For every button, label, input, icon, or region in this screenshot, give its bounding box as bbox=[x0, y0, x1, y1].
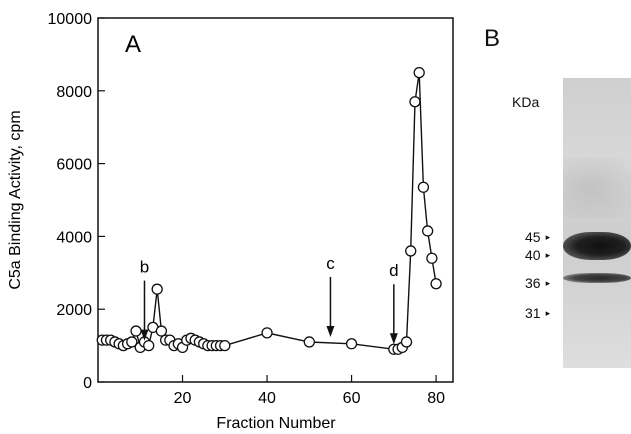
kda-label: KDa bbox=[512, 94, 539, 110]
marker-36-arrow-icon: ▸ bbox=[546, 278, 551, 289]
y-tick-label: 0 bbox=[83, 375, 92, 392]
data-point bbox=[144, 341, 154, 351]
data-point bbox=[347, 339, 357, 349]
marker-31-arrow-icon: ▸ bbox=[546, 308, 551, 319]
y-tick-label: 8000 bbox=[56, 84, 92, 101]
data-point bbox=[410, 97, 420, 107]
data-point bbox=[423, 226, 433, 236]
data-point bbox=[152, 284, 162, 294]
panel-a-label: A bbox=[125, 31, 141, 58]
data-point bbox=[406, 246, 416, 256]
annotation-label: b bbox=[140, 258, 149, 277]
panel-b-label: B bbox=[484, 25, 500, 53]
data-point bbox=[418, 182, 428, 192]
data-point bbox=[427, 253, 437, 263]
data-point bbox=[402, 337, 412, 347]
marker-45-label: 45 bbox=[525, 229, 541, 245]
y-tick-label: 2000 bbox=[56, 302, 92, 319]
data-point bbox=[262, 328, 272, 338]
marker-40-label: 40 bbox=[525, 247, 541, 263]
y-tick-label: 6000 bbox=[56, 157, 92, 174]
marker-36: 36 ▸ bbox=[525, 275, 550, 291]
marker-40-arrow-icon: ▸ bbox=[546, 250, 551, 261]
marker-36-label: 36 bbox=[525, 275, 541, 291]
annotation-label: d bbox=[389, 261, 398, 280]
x-tick-label: 80 bbox=[427, 390, 445, 407]
marker-45: 45 ▸ bbox=[525, 229, 550, 245]
y-tick-label: 4000 bbox=[56, 229, 92, 246]
blot-background-smear bbox=[563, 158, 631, 218]
annotation-arrow-head-icon bbox=[390, 333, 398, 344]
series-line bbox=[102, 73, 436, 350]
x-tick-label: 40 bbox=[258, 390, 276, 407]
blot-band-36kda bbox=[563, 273, 631, 283]
data-point bbox=[220, 341, 230, 351]
data-point bbox=[431, 279, 441, 289]
y-tick-label: 10000 bbox=[48, 11, 93, 28]
x-axis-title: Fraction Number bbox=[216, 415, 336, 432]
marker-45-arrow-icon: ▸ bbox=[546, 232, 551, 243]
y-axis-title: C5a Binding Activity, cpm bbox=[7, 110, 24, 289]
marker-31: 31 ▸ bbox=[525, 305, 550, 321]
x-tick-label: 20 bbox=[174, 390, 192, 407]
western-blot-lane bbox=[563, 78, 631, 368]
data-point bbox=[304, 337, 314, 347]
blot-band-40kda bbox=[563, 232, 631, 260]
data-point bbox=[414, 68, 424, 78]
data-point bbox=[131, 326, 141, 336]
marker-40: 40 ▸ bbox=[525, 247, 550, 263]
marker-31-label: 31 bbox=[525, 305, 541, 321]
annotation-arrow-head-icon bbox=[326, 326, 334, 337]
annotation-label: c bbox=[326, 254, 335, 273]
x-tick-label: 60 bbox=[343, 390, 361, 407]
